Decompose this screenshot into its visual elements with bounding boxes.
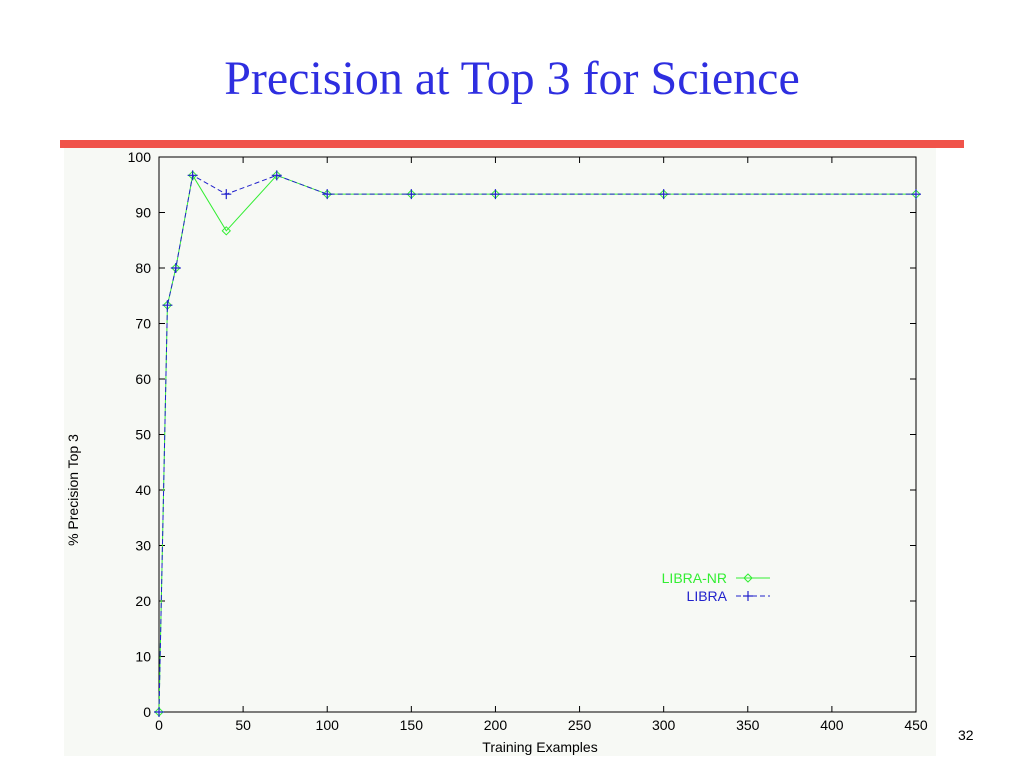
y-tick-label: 30 [135, 538, 151, 554]
title-divider [60, 140, 964, 148]
chart-panel: 0 50 100 150 200 250 300 350 400 450 0 10 20 30 40 50 60… [64, 148, 936, 756]
y-axis-label: % Precision Top 3 [65, 434, 81, 546]
page-number: 32 [958, 727, 974, 743]
series-line [158, 174, 916, 713]
y-tick-label: 100 [128, 149, 152, 165]
y-tick-label: 60 [135, 371, 151, 387]
y-tick-label: 50 [135, 427, 151, 443]
x-axis-label: Training Examples [482, 739, 597, 755]
data-point-plus [162, 300, 173, 311]
data-point-plus [187, 170, 198, 181]
data-point-plus [911, 189, 921, 200]
series-libra-nr [154, 170, 921, 717]
y-tick-label: 20 [135, 593, 151, 609]
axes: 0 50 100 150 200 250 300 350 400 450 0 10 20 30 40 50 60… [128, 149, 928, 733]
x-tick-label: 450 [904, 717, 928, 733]
y-tick-label: 0 [143, 704, 151, 720]
legend-label: LIBRA [687, 588, 728, 604]
x-tick-label: 0 [155, 717, 163, 733]
x-tick-label: 400 [820, 717, 844, 733]
x-tick-label: 150 [400, 717, 424, 733]
data-point-diamond [221, 226, 231, 236]
series-layer [154, 170, 921, 717]
data-point-diamond [743, 573, 753, 583]
slide-title: Precision at Top 3 for Science [224, 52, 800, 105]
data-point-plus [490, 189, 501, 200]
data-point-plus [406, 189, 417, 200]
y-tick-label: 70 [135, 316, 151, 332]
y-tick-label: 10 [135, 649, 151, 665]
data-point-plus [271, 170, 282, 181]
y-tick-label: 80 [135, 260, 151, 276]
x-tick-label: 350 [736, 717, 760, 733]
data-point-plus [170, 263, 181, 273]
x-tick-label: 50 [235, 717, 251, 733]
data-point-plus [221, 189, 232, 200]
line-chart: 0 50 100 150 200 250 300 350 400 450 0 10 20 30 40 50 60… [65, 149, 928, 755]
plot-frame [158, 156, 917, 713]
series-libra [154, 170, 921, 717]
data-point-plus [322, 189, 333, 200]
legend: LIBRA-NR LIBRA [662, 570, 770, 604]
data-point-plus [658, 189, 669, 200]
legend-label: LIBRA-NR [662, 570, 727, 586]
y-tick-label: 90 [135, 205, 151, 221]
y-tick-label: 40 [135, 482, 151, 498]
x-tick-label: 100 [316, 717, 340, 733]
x-tick-label: 250 [568, 717, 592, 733]
data-point-plus [154, 707, 164, 717]
x-tick-label: 300 [652, 717, 676, 733]
series-line [158, 173, 916, 713]
data-point-plus [743, 591, 753, 601]
x-tick-label: 200 [484, 717, 508, 733]
